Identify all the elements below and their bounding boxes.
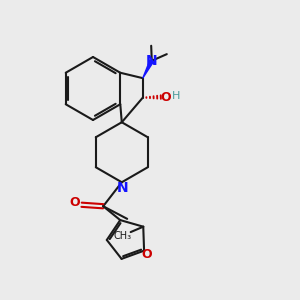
Text: O: O (161, 91, 172, 103)
Text: O: O (141, 248, 152, 261)
Text: H: H (172, 91, 181, 101)
Polygon shape (143, 60, 154, 78)
Text: CH₃: CH₃ (113, 231, 131, 241)
Text: N: N (117, 181, 128, 195)
Text: N: N (146, 54, 158, 68)
Text: O: O (70, 196, 80, 209)
